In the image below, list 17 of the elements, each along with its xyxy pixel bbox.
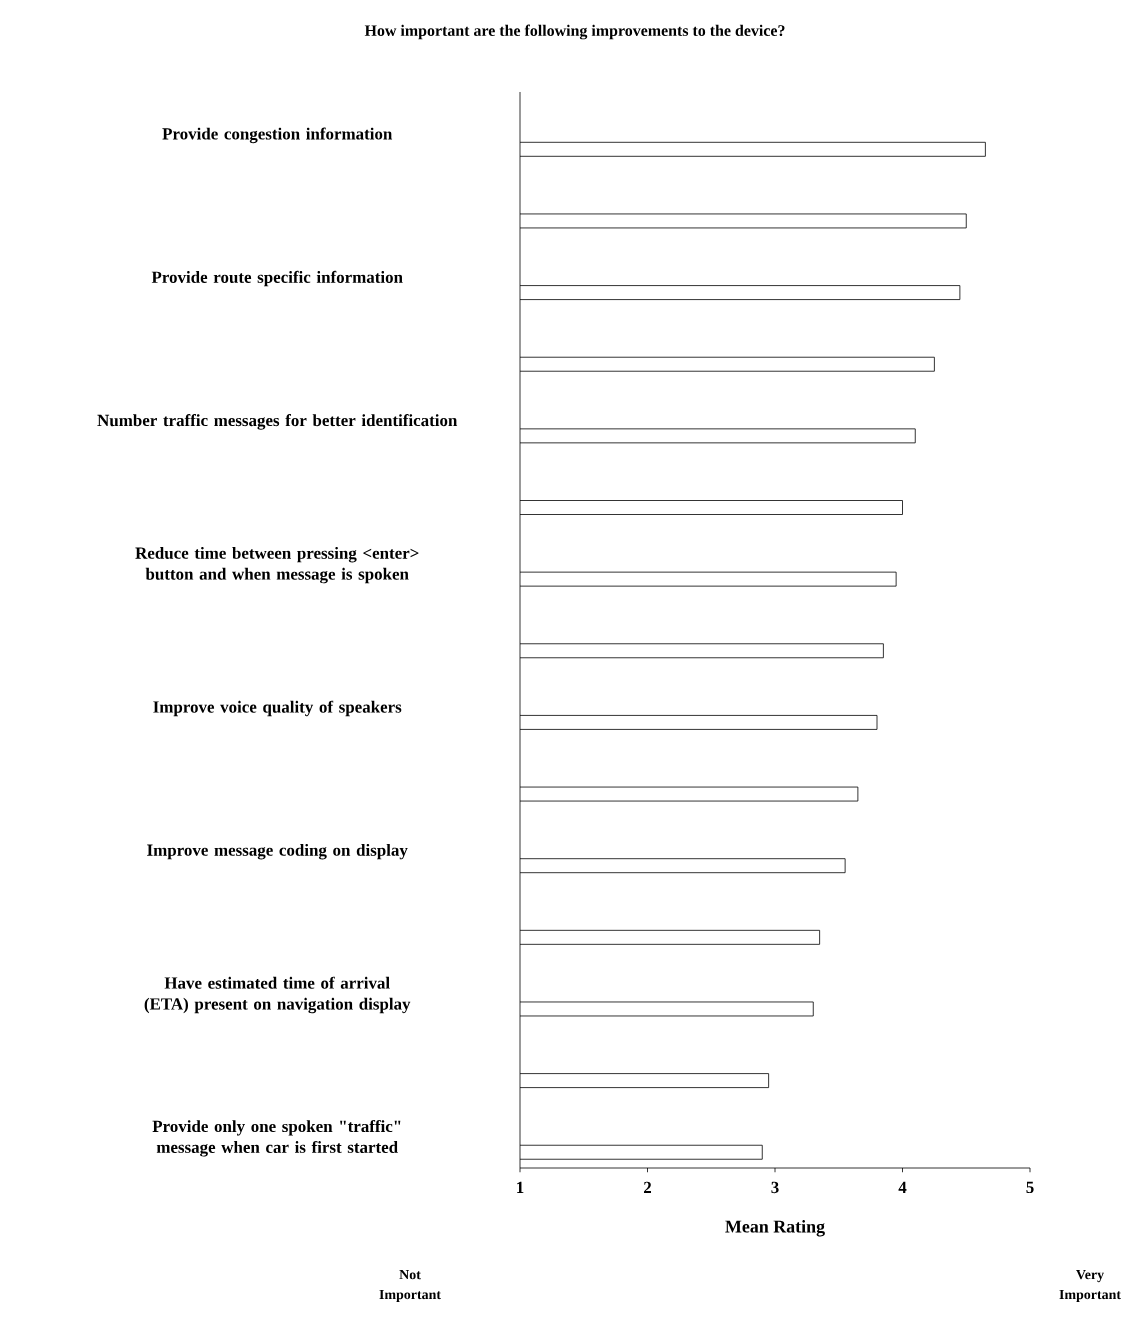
x-tick-label: 2 <box>643 1181 652 1193</box>
chart-title: How important are the following improvements to the device? <box>364 24 785 40</box>
y-tick-label: Provide only one spoken "traffic" message when car is first started <box>152 1119 401 1157</box>
y-tick-label: Provide congestion information <box>162 127 393 144</box>
x-tick-label: 5 <box>1026 1181 1034 1194</box>
y-tick-label: Provide route specific information <box>151 270 403 287</box>
y-tick-label: Reduce time between pressing <enter> button and when message is spoken <box>135 546 419 584</box>
text: Very Important <box>1059 1269 1121 1303</box>
y-tick-label: Improve message coding on display <box>147 843 408 860</box>
x-tick-label: 3 <box>771 1181 779 1194</box>
text: Not Important <box>379 1269 441 1303</box>
y-tick-label: Improve voice quality of speakers <box>153 700 402 717</box>
y-tick-label: Number traffic messages for better identification <box>97 414 458 430</box>
x-tick-label: 4 <box>898 1181 907 1193</box>
x-tick-label: 1 <box>517 1181 524 1193</box>
x-axis-title: Mean Rating <box>725 1219 825 1237</box>
y-tick-label: Have estimated time of arrival (ETA) present on navigation display <box>144 976 411 1014</box>
